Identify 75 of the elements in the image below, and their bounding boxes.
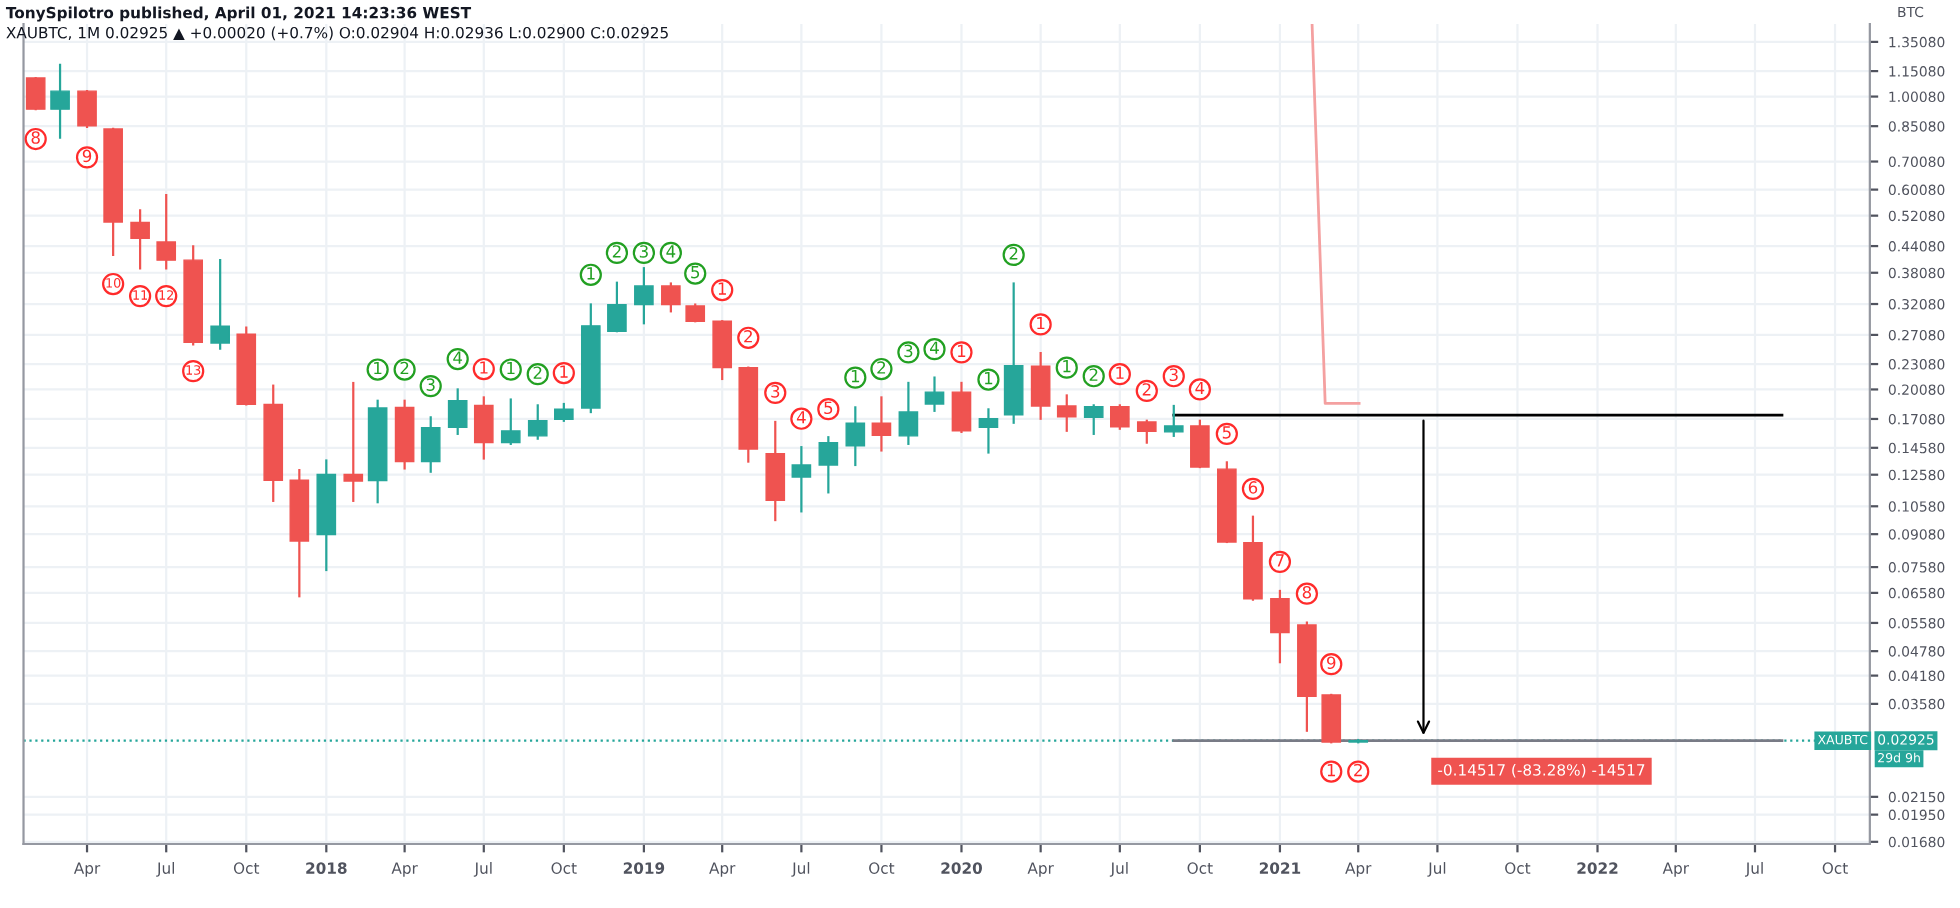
candlestick [712,320,733,381]
candlestick [25,76,46,111]
candlestick [130,209,150,270]
annotation: 1 [480,361,488,374]
annotation: 3 [1169,368,1178,382]
annotation: 2 [744,329,752,343]
candlestick [1030,351,1051,420]
annotation: 9 [82,149,92,163]
annotation: 6 [1248,481,1258,494]
candlestick [1321,693,1342,744]
annotation: 5 [824,401,833,415]
candlestick [898,381,919,445]
annotation: 8 [31,131,40,144]
annotation: 1 [1116,366,1124,379]
annotation: 1 [1037,316,1045,330]
annotation: 1 [587,267,595,280]
candlestick [50,63,70,139]
annotation: 1 [958,344,966,357]
candlestick [1163,404,1184,437]
annotation: 2 [1089,368,1098,381]
annotation: 4 [453,351,463,364]
candlestick [765,420,786,522]
candlestick [156,193,177,270]
annotation: 1 [718,282,726,295]
candlestick [924,376,945,412]
candlestick [791,446,812,513]
annotation: 5 [691,266,700,279]
annotation: 2 [877,361,886,374]
annotation: 1 [1063,360,1071,373]
candlestick [1270,589,1290,664]
candlestick [1109,404,1130,430]
candlestick [1083,404,1104,435]
annotation: 2 [400,361,409,375]
candlestick [661,282,681,313]
annotation: 1 [984,372,993,385]
candlestick [845,406,866,467]
annotation: 4 [930,341,939,354]
annotation: 8 [1302,585,1312,599]
candlestick [473,396,494,460]
annotation: 2 [533,366,542,379]
candlestick [420,416,441,473]
candlestick [500,398,521,445]
annotation: 2 [1009,247,1018,260]
annotation: 4 [1195,381,1205,395]
candlestick [818,436,839,494]
annotation: 2 [1354,763,1362,777]
annotation: 4 [666,245,676,258]
annotation: 2 [612,245,621,258]
candlestick [1190,419,1210,469]
annotation: 1 [560,365,568,378]
annotation: 3 [639,245,648,258]
candlestick [1136,419,1157,444]
candlestick [951,381,972,433]
annotation: 7 [1275,554,1284,567]
candlestick [607,281,627,333]
candlestick [77,90,97,129]
candlestick [871,396,892,452]
annotation: 1 [374,361,382,375]
annotation: 2 [1142,383,1151,396]
annotation: 3 [771,385,780,398]
annotation: 4 [796,411,806,424]
candlestick [210,259,230,350]
candlestick [1056,394,1077,432]
annotation: 1 [851,370,860,383]
annotation: 3 [904,344,913,358]
annotation: 5 [1222,426,1231,439]
annotation: 9 [1327,656,1336,670]
candlestick [634,267,654,325]
candlestick [978,408,999,454]
annotation: 1 [507,361,515,375]
annotation: 3 [426,378,435,391]
candlestick [343,381,364,502]
candlestick [447,388,468,435]
candlestick [527,404,548,440]
annotation: 1 [1327,763,1336,777]
